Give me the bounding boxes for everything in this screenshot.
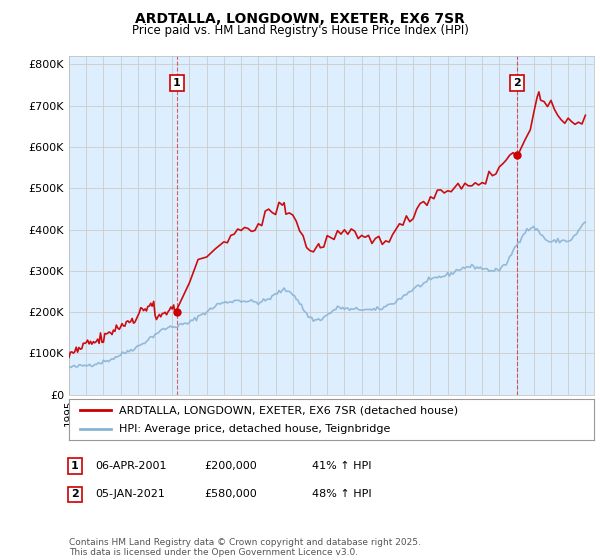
Text: 05-JAN-2021: 05-JAN-2021 bbox=[95, 489, 164, 500]
Text: Price paid vs. HM Land Registry's House Price Index (HPI): Price paid vs. HM Land Registry's House … bbox=[131, 24, 469, 36]
Text: ARDTALLA, LONGDOWN, EXETER, EX6 7SR: ARDTALLA, LONGDOWN, EXETER, EX6 7SR bbox=[135, 12, 465, 26]
Text: HPI: Average price, detached house, Teignbridge: HPI: Average price, detached house, Teig… bbox=[119, 424, 390, 433]
Text: 06-APR-2001: 06-APR-2001 bbox=[95, 461, 166, 471]
Text: 1: 1 bbox=[71, 461, 79, 471]
Text: ARDTALLA, LONGDOWN, EXETER, EX6 7SR (detached house): ARDTALLA, LONGDOWN, EXETER, EX6 7SR (det… bbox=[119, 405, 458, 415]
Text: Contains HM Land Registry data © Crown copyright and database right 2025.
This d: Contains HM Land Registry data © Crown c… bbox=[69, 538, 421, 557]
Text: 1: 1 bbox=[173, 78, 181, 88]
Text: £200,000: £200,000 bbox=[204, 461, 257, 471]
Text: 41% ↑ HPI: 41% ↑ HPI bbox=[312, 461, 371, 471]
Text: 48% ↑ HPI: 48% ↑ HPI bbox=[312, 489, 371, 500]
Text: £580,000: £580,000 bbox=[204, 489, 257, 500]
Text: 2: 2 bbox=[513, 78, 521, 88]
Text: 2: 2 bbox=[71, 489, 79, 500]
